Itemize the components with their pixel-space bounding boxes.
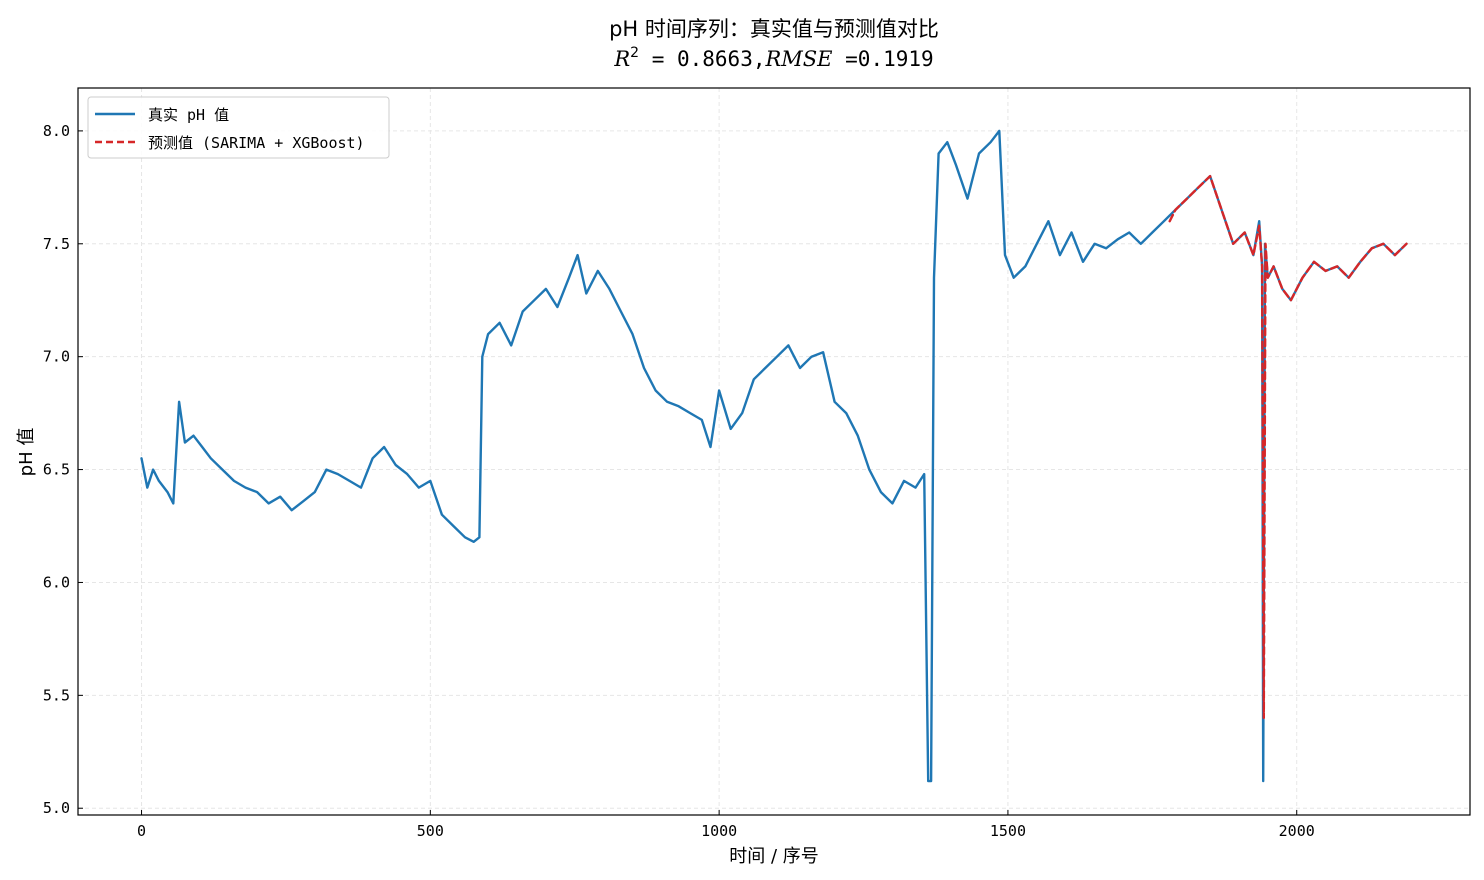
legend: 真实 pH 值 预测值 (SARIMA + XGBoost) <box>87 96 390 159</box>
ticks: 0 500 1000 1500 2000 5.0 5.5 6.0 6.5 7.0 7.5 8.0 <box>43 122 1315 840</box>
y-tick-label: 6.0 <box>43 573 70 591</box>
y-tick-label: 7.0 <box>43 348 70 366</box>
legend-label-actual: 真实 pH 值 <box>148 106 229 124</box>
x-tick-label: 1500 <box>990 822 1026 840</box>
y-axis-label: pH 值 <box>16 428 37 477</box>
y-tick-label: 8.0 <box>43 122 70 140</box>
x-tick-label: 1000 <box>701 822 737 840</box>
series-layer <box>140 129 1408 783</box>
chart-title: pH 时间序列：真实值与预测值对比 <box>609 17 939 41</box>
y-tick-label: 5.0 <box>43 799 70 817</box>
rmse-value: =0.1919 <box>833 47 934 71</box>
rmse-symbol: RMSE <box>764 47 832 71</box>
series-line-predicted <box>1168 174 1408 720</box>
legend-box <box>87 96 390 159</box>
legend-label-predicted: 预测值 (SARIMA + XGBoost) <box>148 134 365 152</box>
y-tick-label: 6.5 <box>43 461 70 479</box>
plot-frame <box>77 87 1471 816</box>
y-tick-label: 7.5 <box>43 235 70 253</box>
grid <box>78 88 1470 815</box>
chart-subtitle: R2 = 0.8663,RMSE =0.1919 <box>613 45 933 71</box>
x-axis-label: 时间 / 序号 <box>729 846 819 867</box>
r2-exponent: 2 <box>630 45 639 61</box>
x-tick-label: 2000 <box>1279 822 1315 840</box>
r2-value: = 0.8663, <box>639 47 765 71</box>
x-tick-label: 0 <box>137 822 146 840</box>
y-tick-label: 5.5 <box>43 686 70 704</box>
r2-symbol: R <box>613 47 630 71</box>
series-line-actual <box>140 129 1408 783</box>
x-tick-label: 500 <box>417 822 444 840</box>
